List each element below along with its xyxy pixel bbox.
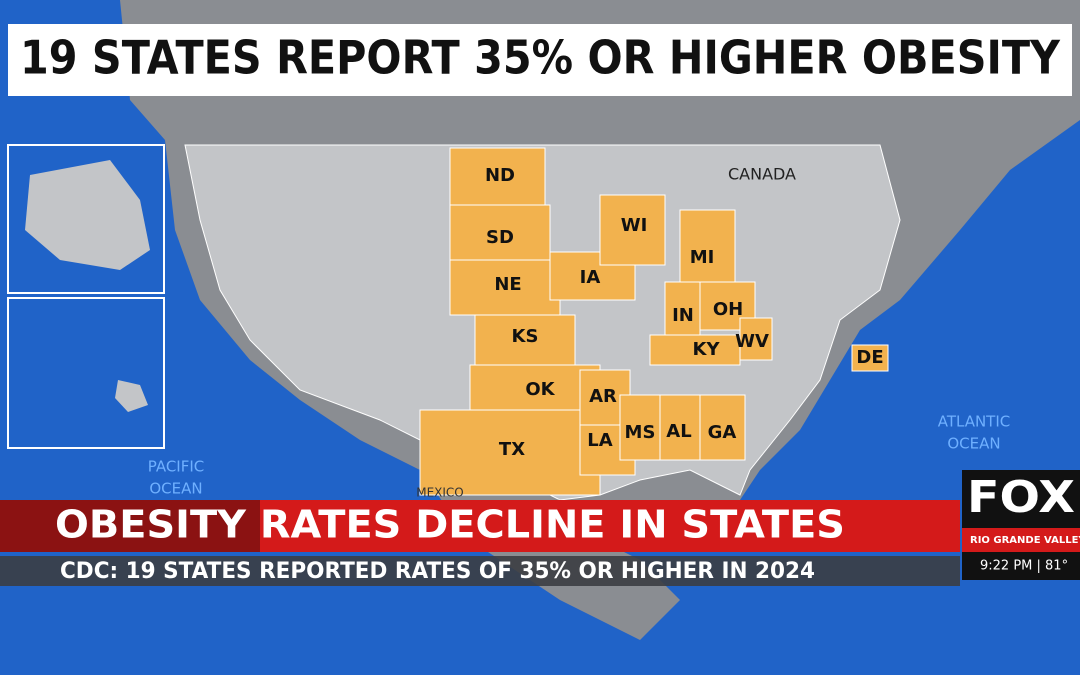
state-label: MS [625, 422, 656, 443]
state-label: GA [708, 422, 737, 443]
state-label: IN [672, 305, 694, 326]
place-label: MEXICO [416, 486, 464, 500]
state-label: MI [690, 247, 715, 268]
station: RIO GRANDE VALLEY [970, 535, 1080, 546]
state-label: NE [494, 274, 521, 295]
place-label: OCEAN [947, 435, 1000, 453]
state-label: KY [693, 339, 721, 360]
state-shape [649, 334, 741, 366]
state-label: SD [486, 227, 514, 248]
state-shape [449, 259, 561, 316]
place-label: CANADA [728, 165, 796, 184]
state-label: WI [621, 215, 648, 236]
state-label: OK [525, 379, 555, 400]
place-label: PACIFIC [148, 458, 205, 476]
hawaii [115, 380, 148, 412]
state-shape [599, 194, 666, 266]
state-shape [739, 317, 773, 361]
alaska [25, 160, 150, 270]
state-label: LA [587, 430, 612, 451]
place-label: OCEAN [149, 480, 202, 498]
state-label: ND [485, 165, 515, 186]
brand: FOX [967, 472, 1075, 523]
state-shape [474, 314, 576, 366]
place-labels: CANADA MEXICO PACIFIC OCEAN ATLANTIC OCEAN [148, 165, 1011, 500]
state-label: AR [589, 386, 617, 407]
state-label: AL [666, 421, 691, 442]
state-shape [419, 409, 601, 496]
time-bar [962, 552, 1080, 580]
state-label: WV [735, 331, 769, 352]
state-label: DE [856, 347, 883, 368]
state-shape [851, 344, 889, 372]
title-banner [8, 24, 1072, 96]
time-weather: 9:22 PM | 81° [980, 559, 1068, 574]
state-label: TX [499, 439, 525, 460]
headline-shade [0, 500, 260, 552]
state-label: KS [512, 326, 539, 347]
headline: OBESITY RATES DECLINE IN STATES [55, 503, 845, 547]
station-bar [962, 528, 1080, 552]
state-shape [449, 204, 551, 261]
state-shape [659, 394, 701, 461]
highlighted-states: ND SD NE KS OK TX IA WI MI IN OH KY WV AR LA MS AL GA DE [419, 147, 889, 496]
state-shape [449, 147, 546, 206]
state-label: IA [580, 267, 601, 288]
hawaii-inset [7, 297, 165, 449]
brand-box [962, 470, 1080, 528]
state-label: OH [713, 299, 743, 320]
subline-bar [0, 556, 960, 586]
state-shape [679, 209, 736, 286]
state-shape [699, 394, 746, 461]
subline: CDC: 19 STATES REPORTED RATES OF 35% OR … [60, 559, 815, 584]
title: 19 STATES REPORT 35% OR HIGHER OBESITY [20, 31, 1061, 85]
place-label: ATLANTIC [938, 413, 1011, 431]
